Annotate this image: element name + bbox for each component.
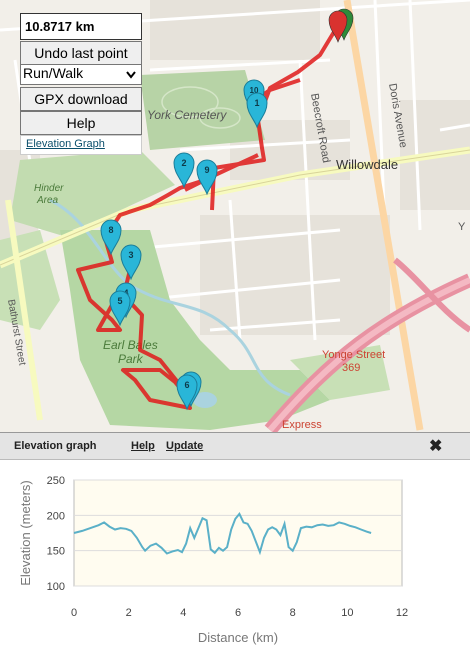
elevation-update-link[interactable]: Update: [166, 440, 204, 452]
yonge-street-road: [343, 0, 424, 431]
x-tick-label: 8: [290, 607, 296, 619]
help-button[interactable]: Help: [20, 111, 142, 135]
bathurst-street-road: [5, 199, 43, 421]
y-tick-label: 200: [47, 510, 65, 522]
label-express: Express: [282, 419, 322, 431]
x-tick-label: 2: [126, 607, 132, 619]
label-earl-bales: Earl Bales: [103, 338, 158, 352]
label-willowdale: Willowdale: [336, 157, 398, 172]
x-tick-labels: 0 2 4 6 8 10 12: [71, 607, 408, 619]
route-marker[interactable]: 5: [109, 290, 131, 327]
y-tick-label: 250: [47, 475, 65, 487]
cemetery-area: [140, 70, 265, 150]
route-marker-label: 9: [204, 165, 209, 175]
route-marker[interactable]: 8: [100, 219, 122, 256]
golf-green: [290, 345, 390, 400]
cemetery-paths: [161, 86, 241, 129]
elevation-help-link[interactable]: Help: [131, 440, 155, 452]
route-marker-label: 6: [184, 380, 189, 390]
label-yonge-number: 369: [342, 362, 360, 374]
elevation-chart: 100 150 200 250 0 2 4 6 8 10 12 Distance (km) Ele…: [18, 475, 408, 645]
y-tick-label: 100: [47, 581, 65, 593]
route-marker[interactable]: 1: [246, 92, 268, 129]
x-tick-label: 12: [396, 607, 408, 619]
activity-mode-select[interactable]: Run/Walk: [20, 64, 142, 85]
undo-last-point-button[interactable]: Undo last point: [20, 41, 142, 65]
route-marker-label: 1: [254, 98, 259, 108]
x-axis-label: Distance (km): [198, 630, 278, 645]
x-tick-label: 4: [180, 607, 186, 619]
label-yonge-street: Yonge Street: [322, 349, 385, 361]
gpx-download-button[interactable]: GPX download: [20, 87, 142, 111]
label-park: Park: [118, 352, 144, 366]
route-marker[interactable]: 3: [120, 244, 142, 281]
label-york-cemetery: York Cemetery: [147, 108, 227, 122]
pond: [193, 392, 217, 408]
elevation-panel: Elevation graph Help Update ✖ 100 150 200 2…: [0, 432, 470, 657]
hinder-area-green: [10, 150, 175, 235]
route-marker[interactable]: 2: [173, 152, 195, 189]
elevation-panel-header: Elevation graph Help Update ✖: [0, 433, 470, 460]
x-tick-label: 0: [71, 607, 77, 619]
chevron-down-icon: [126, 71, 136, 79]
start-marker[interactable]: [328, 10, 348, 43]
route-marker-label: 5: [117, 296, 122, 306]
distance-readout: 10.8717 km: [20, 13, 142, 40]
label-area: Area: [36, 195, 59, 206]
y-tick-label: 150: [47, 546, 65, 558]
elevation-graph-link-box: Elevation Graph: [20, 135, 142, 155]
plot-area: [73, 479, 403, 587]
elevation-graph-link[interactable]: Elevation Graph: [26, 138, 105, 150]
label-edge: Y: [458, 221, 466, 233]
route-marker-label: 2: [181, 158, 186, 168]
route-markers: 10129834576: [100, 8, 354, 411]
label-hinder: Hinder: [34, 183, 64, 194]
close-icon[interactable]: ✖: [429, 438, 443, 455]
route-marker[interactable]: 6: [176, 374, 198, 411]
y-tick-labels: 100 150 200 250: [47, 475, 65, 593]
elevation-series-line: [73, 512, 372, 556]
x-tick-label: 6: [235, 607, 241, 619]
route-marker[interactable]: 9: [196, 159, 218, 196]
y-axis-label: Elevation (meters): [18, 480, 33, 585]
route-marker-label: 10: [250, 86, 259, 95]
route-marker-label: 8: [108, 225, 113, 235]
elevation-panel-title: Elevation graph: [14, 440, 97, 452]
route-marker-label: 3: [128, 250, 133, 260]
activity-mode-value: Run/Walk: [23, 65, 84, 81]
x-tick-label: 10: [341, 607, 353, 619]
creek: [49, 198, 291, 397]
